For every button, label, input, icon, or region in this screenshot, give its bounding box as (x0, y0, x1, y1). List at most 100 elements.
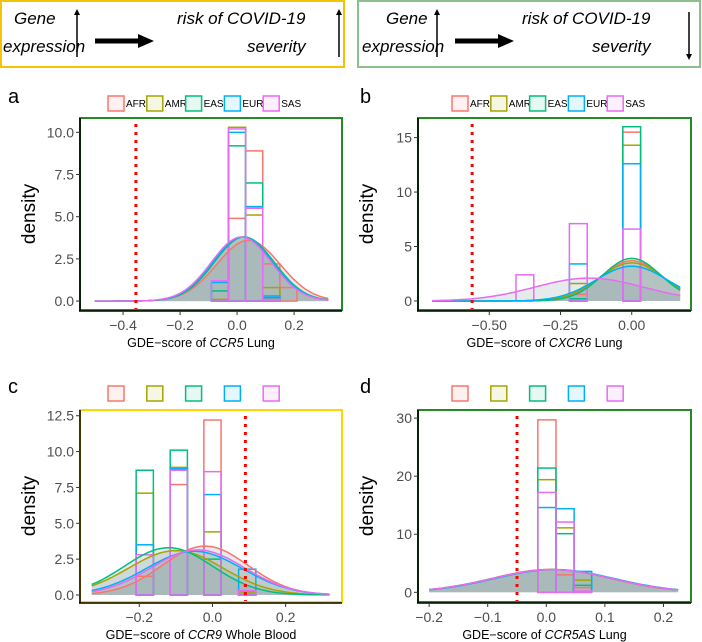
x-tick-label: 0.0 (227, 317, 247, 333)
x-tick-label: −0.25 (543, 317, 579, 333)
density-area-amr (94, 237, 329, 302)
x-label-gene: CCR5 (210, 336, 244, 350)
x-label-suffix: Lung (591, 336, 622, 350)
header-right-expression: expression (362, 37, 444, 56)
y-tick-label: 10 (396, 526, 412, 542)
legend-key-amr (490, 95, 508, 112)
panel-label: b (360, 86, 371, 108)
histogram-bar-sas (237, 589, 257, 596)
density-area-eas (94, 237, 329, 302)
y-tick-label: 2.5 (55, 251, 75, 267)
density-area-eas (91, 547, 330, 595)
header-right-border (357, 0, 701, 68)
x-tick-label: 0.00 (618, 317, 645, 333)
panel-label: c (8, 376, 18, 398)
x-tick-label: −0.1 (474, 609, 502, 625)
x-axis-label: GDE−score of CCR5 Lung (127, 336, 275, 350)
panel-b: b AFR AMR EAS EUR SAS 0 5 10 15 −0.50 −0.25 0.00 dens… (357, 86, 692, 350)
header-box-right: Gene expression risk of COVID-19 severit… (357, 0, 701, 68)
x-label-suffix: Lung (595, 628, 626, 642)
histogram-bar-sas (244, 207, 264, 302)
x-axis-label: GDE−score of CCR5AS Lung (462, 628, 626, 642)
header-right-risk: risk of COVID-19 (522, 9, 651, 28)
legend-key-afr (451, 385, 469, 402)
y-tick-label: 30 (396, 410, 412, 426)
legend-key-eas (184, 95, 203, 112)
legend-label-eas: EAS (548, 99, 568, 110)
legend-key-sas (606, 95, 624, 112)
density-area-eur (432, 266, 681, 301)
legend-key-afr (107, 385, 125, 402)
density-area-sas (94, 237, 329, 302)
density-area-sas (91, 549, 330, 595)
panel-c: c 0.0 2.5 5.0 7.5 10.0 12.5 −0.2 0.0 0.2 density GD… (8, 376, 343, 642)
legend-key-eas (528, 385, 547, 402)
y-axis-label: density (357, 475, 378, 536)
legend-key-afr (107, 95, 125, 112)
density-area-afr (432, 260, 681, 301)
x-tick-label: 0.0 (537, 609, 557, 625)
y-tick-label: 5.0 (55, 515, 75, 531)
header-left-expression: expression (3, 37, 85, 56)
x-tick-label: 0.2 (276, 609, 296, 625)
y-tick-label: 2.5 (55, 551, 75, 567)
legend-key-amr (146, 95, 164, 112)
legend-key-eur (223, 385, 242, 402)
density-area-afr (429, 569, 679, 593)
legend-label-afr: AFR (126, 99, 146, 110)
x-label-prefix: GDE−score of (106, 628, 188, 642)
header-right-gene: Gene (386, 9, 428, 28)
panel-label: a (8, 86, 20, 108)
y-axis-label: density (19, 183, 40, 244)
x-label-prefix: GDE−score of (462, 628, 544, 642)
histogram-bar-afr (537, 419, 557, 594)
density-area-eur (91, 551, 330, 595)
y-tick-label: 10.0 (47, 124, 74, 140)
x-tick-label: 0.2 (654, 609, 674, 625)
y-tick-label: 0.0 (55, 587, 75, 603)
y-tick-label: 5.0 (55, 209, 75, 225)
x-tick-label: −0.4 (109, 317, 137, 333)
y-tick-label: 12.5 (47, 408, 74, 424)
x-axis-label: GDE−score of CCR9 Whole Blood (106, 628, 297, 642)
density-area-amr (91, 550, 330, 595)
panel-a: a AFR AMR EAS EUR SAS 0.0 2.5 5.0 7.5 10.0 −0.4 −0.2… (8, 86, 343, 350)
x-label-gene: CCR9 (188, 628, 222, 642)
legend-label-sas: SAS (281, 99, 301, 110)
density-curve-sas (91, 549, 330, 595)
x-label-prefix: GDE−score of (127, 336, 209, 350)
legend-label-eur: EUR (242, 99, 263, 110)
x-tick-label: 0.0 (203, 609, 223, 625)
density-area-sas (432, 278, 681, 301)
panel-label: d (360, 376, 371, 398)
density-area-sas (429, 569, 679, 593)
x-label-suffix: Whole Blood (222, 628, 296, 642)
density-area-amr (429, 569, 679, 593)
y-tick-label: 10.0 (47, 444, 74, 460)
density-area-eur (94, 237, 329, 302)
x-label-suffix: Lung (244, 336, 275, 350)
histogram-bar-sas (555, 521, 575, 594)
legend-key-eas (528, 95, 547, 112)
header-left-severity: severity (247, 37, 307, 56)
legend-key-amr (146, 385, 164, 402)
density-curve-sas (429, 568, 679, 591)
x-tick-label: 0.2 (284, 317, 304, 333)
y-tick-label: 7.5 (55, 167, 75, 183)
legend-key-amr (490, 385, 508, 402)
histogram-bar-sas (568, 222, 588, 302)
x-tick-label: 0.1 (595, 609, 615, 625)
density-curve-sas (94, 236, 329, 302)
density-curve-eas (91, 546, 330, 596)
legend-key-sas (606, 385, 624, 402)
panel-d: d 0 10 20 30 −0.2 −0.1 0.0 0.1 0.2 density GDE−scor… (357, 376, 692, 642)
legend-label-amr: AMR (509, 99, 531, 110)
density-area-amr (432, 262, 681, 301)
legend-label-eur: EUR (586, 99, 607, 110)
legend-key-eas (184, 385, 203, 402)
x-label-prefix: GDE−score of (467, 336, 549, 350)
legend-label-sas: SAS (625, 99, 645, 110)
histogram-bar-sas (203, 470, 222, 596)
header-right-severity: severity (592, 37, 652, 56)
